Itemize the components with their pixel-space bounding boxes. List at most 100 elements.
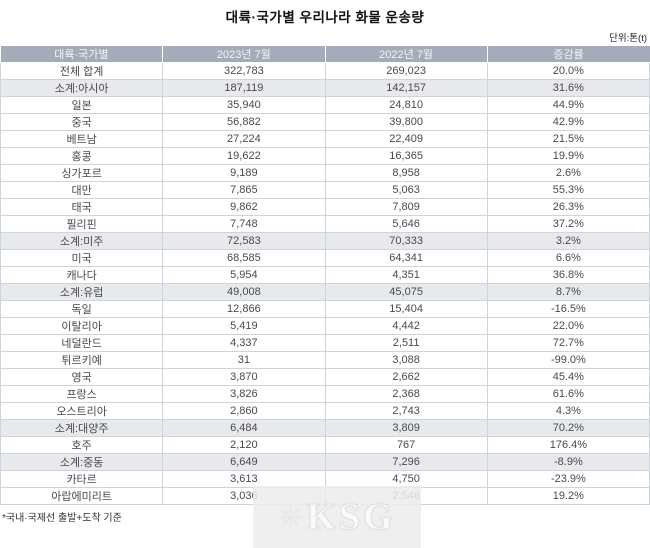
table-row: 전체 합계 322,783 269,023 20.0% — [0, 62, 650, 80]
table-row: 독일 12,866 15,404 -16.5% — [0, 300, 650, 318]
value-2023-cell: 322,783 — [162, 62, 326, 80]
value-2022-cell: 2,546 — [324, 487, 488, 505]
value-2022-cell: 16,365 — [324, 147, 488, 165]
region-cell: 홍콩 — [0, 147, 164, 165]
region-cell: 오스트리아 — [0, 402, 164, 420]
change-rate-cell: 4.3% — [486, 402, 650, 420]
change-rate-cell: 20.0% — [486, 62, 650, 80]
value-2023-cell: 9,862 — [162, 198, 326, 216]
table-row: 소계:아시아 187,119 142,157 31.6% — [0, 79, 650, 97]
value-2023-cell: 27,224 — [162, 130, 326, 148]
region-cell: 영국 — [0, 368, 164, 386]
infographic-root: 대륙·국가별 우리나라 화물 운송량 단위:톤(t) 대륙·국가별 2023년 7… — [0, 10, 650, 548]
table-row: 싱가포르 9,189 8,958 2.6% — [0, 164, 650, 182]
value-2022-cell: 8,958 — [324, 164, 488, 182]
value-2023-cell: 7,748 — [162, 215, 326, 233]
table-row: 소계:유럽 49,008 45,075 8.7% — [0, 283, 650, 301]
table-header-row: 대륙·국가별 2023년 7월 2022년 7월 증감률 — [0, 46, 650, 63]
region-cell: 소계:중동 — [0, 453, 164, 471]
table-row: 프랑스 3,826 2,368 61.6% — [0, 385, 650, 403]
column-header: 2022년 7월 — [325, 46, 488, 63]
value-2023-cell: 4,337 — [162, 334, 326, 352]
value-2022-cell: 39,800 — [324, 113, 488, 131]
change-rate-cell: 19.2% — [486, 487, 650, 505]
change-rate-cell: 37.2% — [486, 215, 650, 233]
value-2022-cell: 2,662 — [324, 368, 488, 386]
region-cell: 이탈리아 — [0, 317, 164, 335]
value-2023-cell: 5,419 — [162, 317, 326, 335]
change-rate-cell: 42.9% — [486, 113, 650, 131]
region-cell: 소계:미주 — [0, 232, 164, 250]
value-2022-cell: 5,646 — [324, 215, 488, 233]
value-2023-cell: 6,484 — [162, 419, 326, 437]
footnote: *국내·국제선 출발+도착 기준 — [2, 513, 122, 524]
change-rate-cell: 6.6% — [486, 249, 650, 267]
value-2022-cell: 22,409 — [324, 130, 488, 148]
change-rate-cell: 31.6% — [486, 79, 650, 97]
value-2022-cell: 5,063 — [324, 181, 488, 199]
table-row: 캐나다 5,954 4,351 36.8% — [0, 266, 650, 284]
cargo-volume-table: 대륙·국가별 2023년 7월 2022년 7월 증감률 전체 합계 322,783 26… — [0, 46, 650, 505]
table-row: 소계:대양주 6,484 3,809 70.2% — [0, 419, 650, 437]
value-2022-cell: 269,023 — [324, 62, 488, 80]
value-2022-cell: 24,810 — [324, 96, 488, 114]
column-header: 2023년 7월 — [162, 46, 326, 63]
value-2022-cell: 2,743 — [324, 402, 488, 420]
region-cell: 캐나다 — [0, 266, 164, 284]
value-2023-cell: 72,583 — [162, 232, 326, 250]
value-2023-cell: 6,649 — [162, 453, 326, 471]
change-rate-cell: 19.9% — [486, 147, 650, 165]
table-row: 영국 3,870 2,662 45.4% — [0, 368, 650, 386]
table-row: 소계:미주 72,583 70,333 3.2% — [0, 232, 650, 250]
unit-label: 단위:톤(t) — [609, 33, 647, 44]
change-rate-cell: 3.2% — [486, 232, 650, 250]
change-rate-cell: 21.5% — [486, 130, 650, 148]
change-rate-cell: -8.9% — [486, 453, 650, 471]
region-cell: 일본 — [0, 96, 164, 114]
table-row: 아랍에미리트 3,036 2,546 19.2% — [0, 487, 650, 505]
value-2023-cell: 3,613 — [162, 470, 326, 488]
value-2022-cell: 15,404 — [324, 300, 488, 318]
change-rate-cell: -99.0% — [486, 351, 650, 369]
value-2023-cell: 19,622 — [162, 147, 326, 165]
region-cell: 대만 — [0, 181, 164, 199]
value-2023-cell: 31 — [162, 351, 326, 369]
region-cell: 소계:아시아 — [0, 79, 164, 97]
value-2023-cell: 2,860 — [162, 402, 326, 420]
change-rate-cell: 36.8% — [486, 266, 650, 284]
value-2023-cell: 2,120 — [162, 436, 326, 454]
region-cell: 소계:대양주 — [0, 419, 164, 437]
table-row: 일본 35,940 24,810 44.9% — [0, 96, 650, 114]
table-row: 베트남 27,224 22,409 21.5% — [0, 130, 650, 148]
region-cell: 전체 합계 — [0, 62, 164, 80]
table-row: 호주 2,120 767 176.4% — [0, 436, 650, 454]
change-rate-cell: 176.4% — [486, 436, 650, 454]
region-cell: 중국 — [0, 113, 164, 131]
value-2023-cell: 68,585 — [162, 249, 326, 267]
region-cell: 카타르 — [0, 470, 164, 488]
change-rate-cell: 2.6% — [486, 164, 650, 182]
value-2022-cell: 3,809 — [324, 419, 488, 437]
value-2022-cell: 142,157 — [324, 79, 488, 97]
value-2023-cell: 187,119 — [162, 79, 326, 97]
region-cell: 태국 — [0, 198, 164, 216]
table-row: 태국 9,862 7,809 26.3% — [0, 198, 650, 216]
change-rate-cell: 70.2% — [486, 419, 650, 437]
region-cell: 베트남 — [0, 130, 164, 148]
value-2022-cell: 4,442 — [324, 317, 488, 335]
value-2022-cell: 70,333 — [324, 232, 488, 250]
value-2023-cell: 49,008 — [162, 283, 326, 301]
value-2023-cell: 3,870 — [162, 368, 326, 386]
column-header: 증감률 — [487, 46, 650, 63]
table-row: 중국 56,882 39,800 42.9% — [0, 113, 650, 131]
change-rate-cell: 61.6% — [486, 385, 650, 403]
region-cell: 호주 — [0, 436, 164, 454]
value-2022-cell: 64,341 — [324, 249, 488, 267]
value-2022-cell: 2,368 — [324, 385, 488, 403]
value-2023-cell: 3,826 — [162, 385, 326, 403]
value-2022-cell: 4,351 — [324, 266, 488, 284]
value-2022-cell: 7,296 — [324, 453, 488, 471]
region-cell: 싱가포르 — [0, 164, 164, 182]
change-rate-cell: 55.3% — [486, 181, 650, 199]
region-cell: 튀르키예 — [0, 351, 164, 369]
